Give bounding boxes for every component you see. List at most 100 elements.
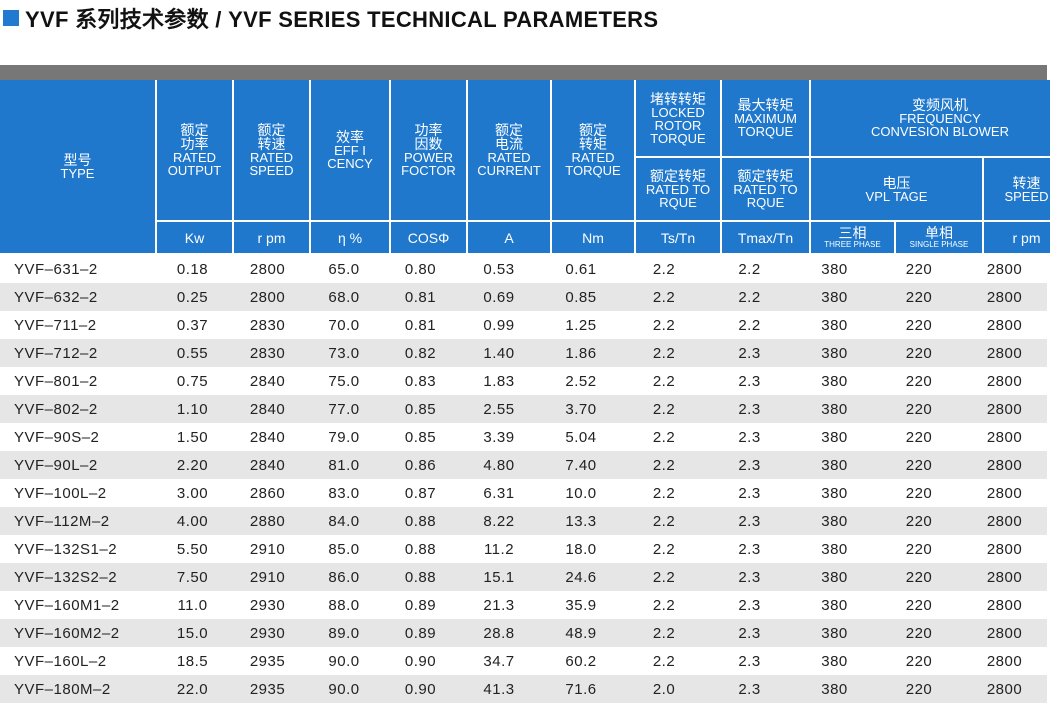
cell: YVF–132S1–2 [14, 540, 118, 558]
header-text: 因数 [414, 136, 443, 152]
cell: 83.0 [328, 484, 360, 502]
cell: 2.2 [652, 624, 676, 642]
cell: 220 [905, 512, 933, 530]
cell: 380 [821, 428, 848, 446]
header-text: 最大转矩 [737, 97, 794, 113]
cell: 0.82 [404, 344, 437, 362]
header-text: 额定转矩 [737, 168, 794, 184]
cell: 0.89 [404, 596, 437, 614]
header-text: 型号 [63, 152, 92, 168]
cell: 2935 [249, 680, 286, 698]
header-text: 电压 [882, 174, 911, 191]
cell: 0.87 [404, 484, 437, 502]
cell: 2880 [249, 512, 286, 530]
cell: 2.2 [652, 652, 676, 670]
cell: 2930 [249, 624, 286, 642]
cell: 84.0 [328, 512, 360, 530]
cell: 0.88 [404, 540, 437, 558]
header-text: 电流 [495, 136, 523, 152]
cell: 220 [905, 288, 933, 306]
cell: 22.0 [176, 680, 209, 698]
header-cell: 效率 EFF I CENCY [311, 80, 389, 220]
cell: YVF–132S2–2 [14, 568, 118, 586]
cell: 2800 [986, 344, 1023, 362]
unit: Kw [184, 229, 205, 246]
cell: 2.0 [652, 680, 676, 698]
cell: 2830 [249, 316, 286, 334]
header-text: CENCY [327, 156, 373, 171]
title-marker [3, 10, 19, 26]
cell: 2800 [986, 624, 1023, 642]
header-cell: 额定 转速 RATED SPEED [234, 80, 309, 220]
cell: 75.0 [328, 372, 360, 390]
header-text: 额定 [180, 122, 209, 138]
cell: 380 [821, 596, 848, 614]
cell: 11.0 [177, 596, 208, 614]
cell: YVF–801–2 [14, 372, 98, 390]
cell: 2800 [986, 372, 1023, 390]
cell: 2.2 [652, 484, 676, 502]
cell: 7.50 [176, 568, 209, 586]
cell: 2.2 [652, 288, 676, 306]
cell: 0.99 [483, 316, 515, 334]
cell: 220 [905, 428, 933, 446]
cell: 2840 [249, 456, 286, 474]
unit-cell: Ts/Tn [636, 222, 720, 253]
header-cell: 额定转矩 RATED TO RQUE [636, 158, 720, 220]
cell: 85.0 [328, 540, 360, 558]
cell: 2.2 [652, 372, 676, 390]
header-cell: 额定 转矩 RATED TORQUE [552, 80, 634, 220]
header-text: ROTOR [654, 117, 702, 133]
table-header: 型号 TYPE 额定 功率 RATED OUTPUT 额定 转速 RATED SPEED 效率… [0, 80, 1050, 253]
cell: 2.2 [652, 344, 676, 362]
cell: 2840 [249, 400, 286, 418]
cell: 4.80 [483, 456, 515, 474]
cell: 2.3 [738, 344, 761, 362]
cell: 34.7 [483, 652, 515, 670]
unit: r pm [257, 229, 286, 246]
header-cell: 最大转矩 MAXIMUM TORQUE [722, 80, 809, 156]
table-row: YVF–160M1–2 11.0 2930 88.0 0.89 21.3 35.9 2.2 2.… [0, 591, 1047, 619]
cell: 41.3 [483, 680, 515, 698]
cell: 79.0 [328, 428, 360, 446]
cell: YVF–632–2 [14, 288, 98, 306]
cell: 81.0 [328, 456, 360, 474]
cell: 0.81 [404, 316, 437, 334]
header-text: OUTPUT [167, 163, 222, 178]
cell: 0.55 [176, 344, 209, 362]
cell: 21.3 [483, 596, 515, 614]
table-row: YVF–132S1–2 5.50 2910 85.0 0.88 11.2 18.0 2.2 2.… [0, 535, 1047, 563]
header-text: TORQUE [650, 130, 706, 146]
table-row: YVF–132S2–2 7.50 2910 86.0 0.88 15.1 24.6 2.2 2.… [0, 563, 1047, 591]
cell: 35.9 [565, 596, 597, 614]
header-text: POWER [403, 150, 454, 165]
cell: 2800 [986, 316, 1023, 334]
unit: η % [337, 229, 363, 246]
cell: 2.3 [738, 372, 761, 390]
cell: 0.25 [176, 288, 209, 306]
cell: 0.80 [404, 260, 437, 278]
cell: YVF–100L–2 [14, 484, 107, 502]
cell: 3.70 [565, 400, 597, 418]
cell: 220 [905, 316, 933, 334]
cell: YVF–160M2–2 [14, 624, 120, 642]
cell: 2840 [249, 372, 286, 390]
cell: 0.89 [404, 624, 437, 642]
cell: 65.0 [328, 260, 360, 278]
cell: 2.3 [738, 400, 761, 418]
cell: 7.40 [565, 456, 597, 474]
cell: 2800 [986, 260, 1023, 278]
cell: 1.25 [565, 316, 597, 334]
cell: 48.9 [565, 624, 597, 642]
cell: 380 [821, 400, 848, 418]
header-text: THREE PHASE [824, 240, 881, 249]
cell: 2.2 [652, 428, 676, 446]
cell: 8.22 [483, 512, 515, 530]
cell: 220 [905, 400, 933, 418]
header-text: 功率 [180, 136, 209, 152]
cell: 0.85 [404, 400, 437, 418]
cell: 2800 [986, 596, 1023, 614]
unit-cell: COSΦ [391, 222, 466, 253]
unit: Ts/Tn [660, 229, 696, 246]
